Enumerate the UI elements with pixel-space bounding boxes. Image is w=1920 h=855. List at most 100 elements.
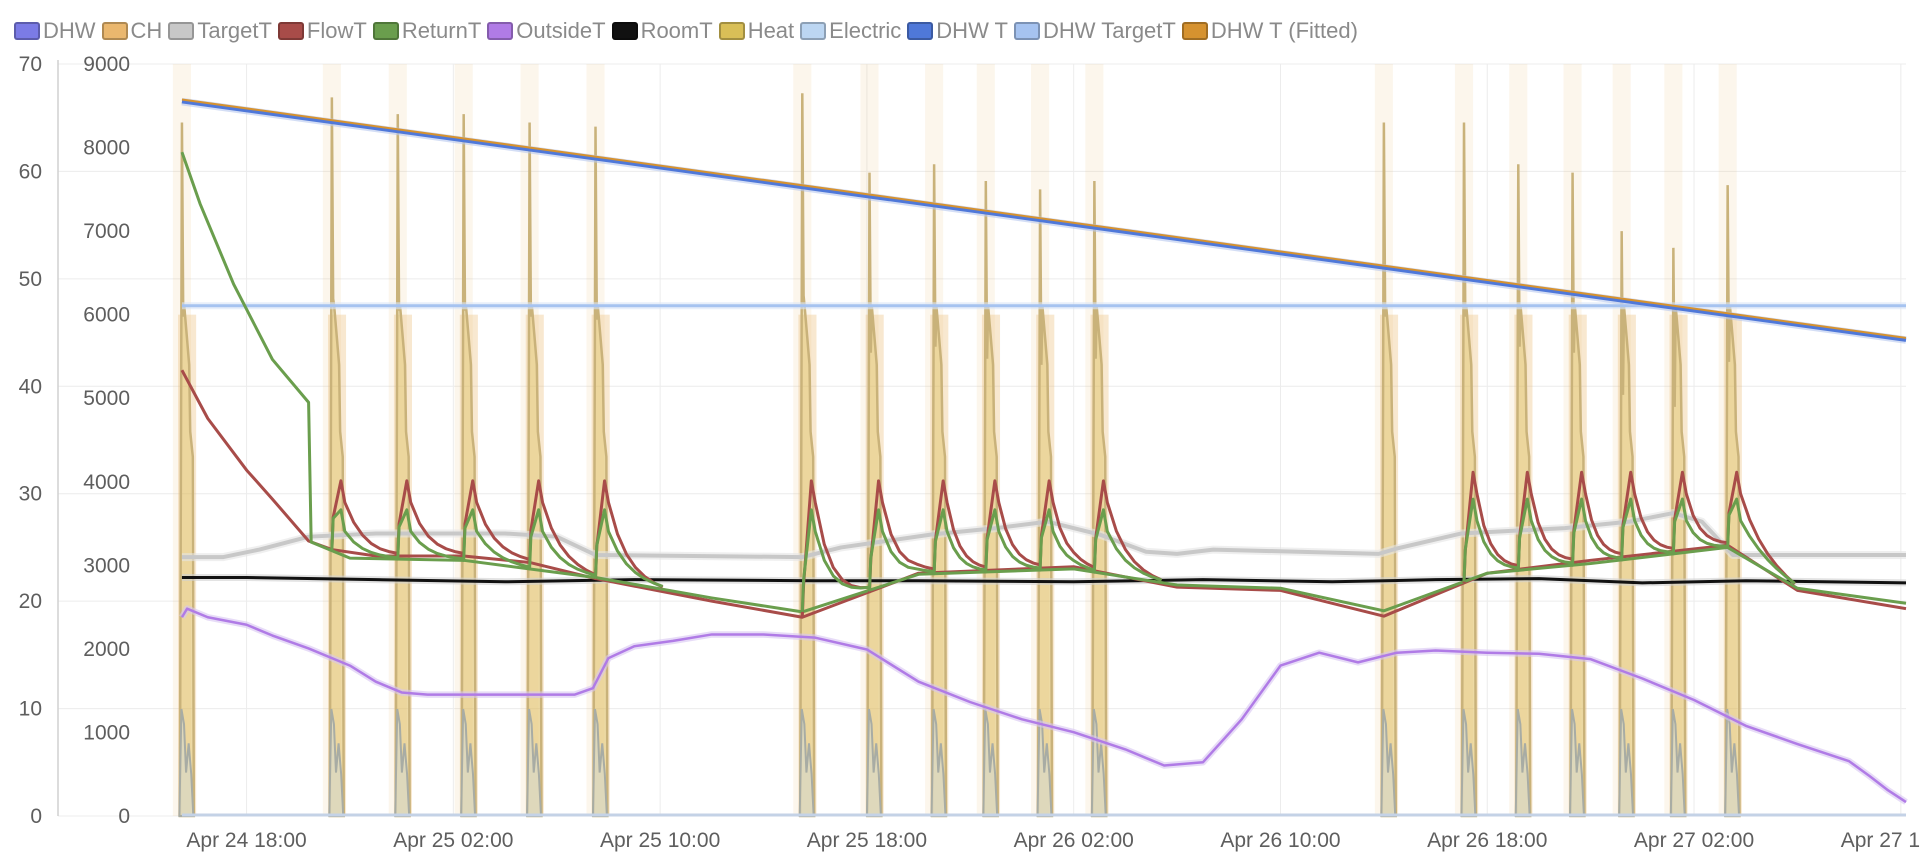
y-left-tick-label: 0	[30, 805, 42, 828]
electric-spike	[328, 708, 345, 817]
x-tick-label: Apr 25 18:00	[807, 829, 927, 852]
y-right-tick-label: 5000	[83, 387, 130, 410]
y-left-tick-label: 60	[19, 160, 42, 183]
y-left-tick-label: 20	[19, 590, 42, 613]
legend-swatch	[800, 22, 827, 40]
legend-swatch	[611, 22, 638, 40]
series-line	[181, 99, 1907, 342]
series-line	[181, 576, 1907, 585]
electric-spike	[1460, 708, 1477, 817]
legend-label: FlowT	[306, 18, 367, 43]
legend-swatch	[487, 22, 514, 40]
legend-item[interactable]: CH	[101, 18, 163, 44]
electric-spike	[1090, 708, 1107, 817]
series-line	[181, 98, 1907, 339]
legend-item[interactable]: DHW	[14, 18, 96, 44]
legend-item[interactable]: ReturnT	[372, 18, 482, 44]
electric-spike	[1618, 708, 1635, 817]
legend-label: DHW T (Fitted)	[1210, 18, 1358, 43]
y-right-tick-label: 4000	[83, 471, 130, 494]
y-left-tick-label: 40	[19, 375, 42, 398]
heat-spike	[930, 164, 948, 818]
cycle-sawtooth	[330, 508, 664, 588]
legend-label: DHW	[43, 18, 96, 43]
electric-spike	[982, 708, 999, 817]
legend-item[interactable]: TargetT	[168, 18, 272, 44]
legend-item[interactable]: DHW TargetT	[1014, 18, 1176, 44]
legend-item[interactable]: FlowT	[277, 18, 367, 44]
y-right-tick-label: 9000	[83, 53, 130, 76]
y-left-tick-label: 70	[19, 53, 42, 76]
y-right-tick-label: 6000	[83, 304, 130, 327]
heat-spike	[394, 114, 411, 818]
legend-label: ReturnT	[401, 18, 482, 43]
legend-item[interactable]: DHW T	[907, 18, 1008, 44]
legend-label: DHW T	[936, 18, 1008, 43]
y-right-tick-label: 3000	[83, 554, 130, 577]
legend-item[interactable]: Heat	[718, 18, 795, 44]
electric-spike	[1036, 708, 1053, 817]
heat-spike	[982, 180, 999, 818]
x-tick-label: Apr 24 18:00	[186, 829, 306, 852]
electric-spike	[1380, 708, 1397, 817]
electric-spike	[865, 708, 882, 817]
electric-spike	[591, 708, 608, 817]
legend-item[interactable]: Electric	[800, 18, 901, 44]
series-line	[180, 369, 1907, 619]
legend-label: Electric	[829, 18, 902, 43]
y-left-tick-label: 50	[19, 268, 42, 291]
series-line	[180, 607, 1907, 804]
cycle-sawtooth	[800, 508, 1163, 612]
legend-label: RoomT	[640, 18, 713, 43]
legend-label: DHW TargetT	[1043, 18, 1176, 43]
y-right-tick-label: 1000	[83, 721, 130, 744]
chart-legend: DHW CH TargetT FlowT ReturnT OutsideT RoomT Hea…	[14, 14, 1364, 48]
legend-label: TargetT	[197, 18, 272, 43]
legend-swatch	[372, 22, 399, 40]
legend-label: Heat	[747, 18, 795, 43]
heat-spike	[592, 126, 609, 818]
y-left-tick-label: 30	[19, 483, 42, 506]
electric-spike	[1724, 708, 1741, 817]
heat-spike	[1091, 180, 1108, 818]
legend-swatch	[1014, 22, 1040, 40]
legend-swatch	[718, 22, 745, 40]
electric-spike	[460, 708, 477, 817]
legend-swatch	[277, 22, 304, 40]
x-tick-label: Apr 26 10:00	[1220, 829, 1340, 852]
electric-spike	[1568, 708, 1585, 817]
legend-item[interactable]: OutsideT	[487, 18, 606, 44]
heat-spike	[1380, 122, 1398, 818]
y-right-tick-label: 2000	[83, 638, 130, 661]
electric-spike	[798, 708, 815, 817]
x-tick-label: Apr 25 02:00	[393, 829, 513, 852]
heat-spike	[460, 114, 477, 818]
x-tick-label: Apr 27 02:00	[1634, 829, 1754, 852]
y-right-tick-label: 0	[118, 805, 130, 828]
x-tick-label: Apr 26 02:00	[1014, 829, 1134, 852]
x-tick-label: Apr 25 10:00	[600, 829, 720, 852]
legend-item[interactable]: DHW T (Fitted)	[1181, 18, 1358, 44]
legend-swatch	[907, 22, 934, 40]
legend-swatch	[1181, 22, 1208, 40]
heat-spike	[178, 122, 196, 818]
legend-label: OutsideT	[516, 18, 606, 43]
legend-swatch	[101, 22, 128, 40]
x-tick-label: Apr 27 10:00	[1841, 829, 1920, 852]
heat-spike	[1670, 247, 1687, 818]
legend-label: CH	[130, 18, 163, 43]
electric-spike	[525, 708, 543, 817]
electric-spike	[178, 708, 195, 817]
heat-spike	[1460, 122, 1478, 818]
y-right-tick-label: 8000	[83, 137, 130, 160]
legend-swatch	[14, 22, 40, 40]
legend-swatch	[168, 22, 195, 40]
y-right-tick-label: 7000	[83, 220, 130, 243]
y-left-tick-label: 10	[19, 698, 42, 721]
cycle-sawtooth	[1462, 497, 1796, 585]
x-tick-label: Apr 26 18:00	[1427, 829, 1547, 852]
heat-spike	[328, 97, 346, 818]
legend-item[interactable]: RoomT	[611, 18, 713, 44]
